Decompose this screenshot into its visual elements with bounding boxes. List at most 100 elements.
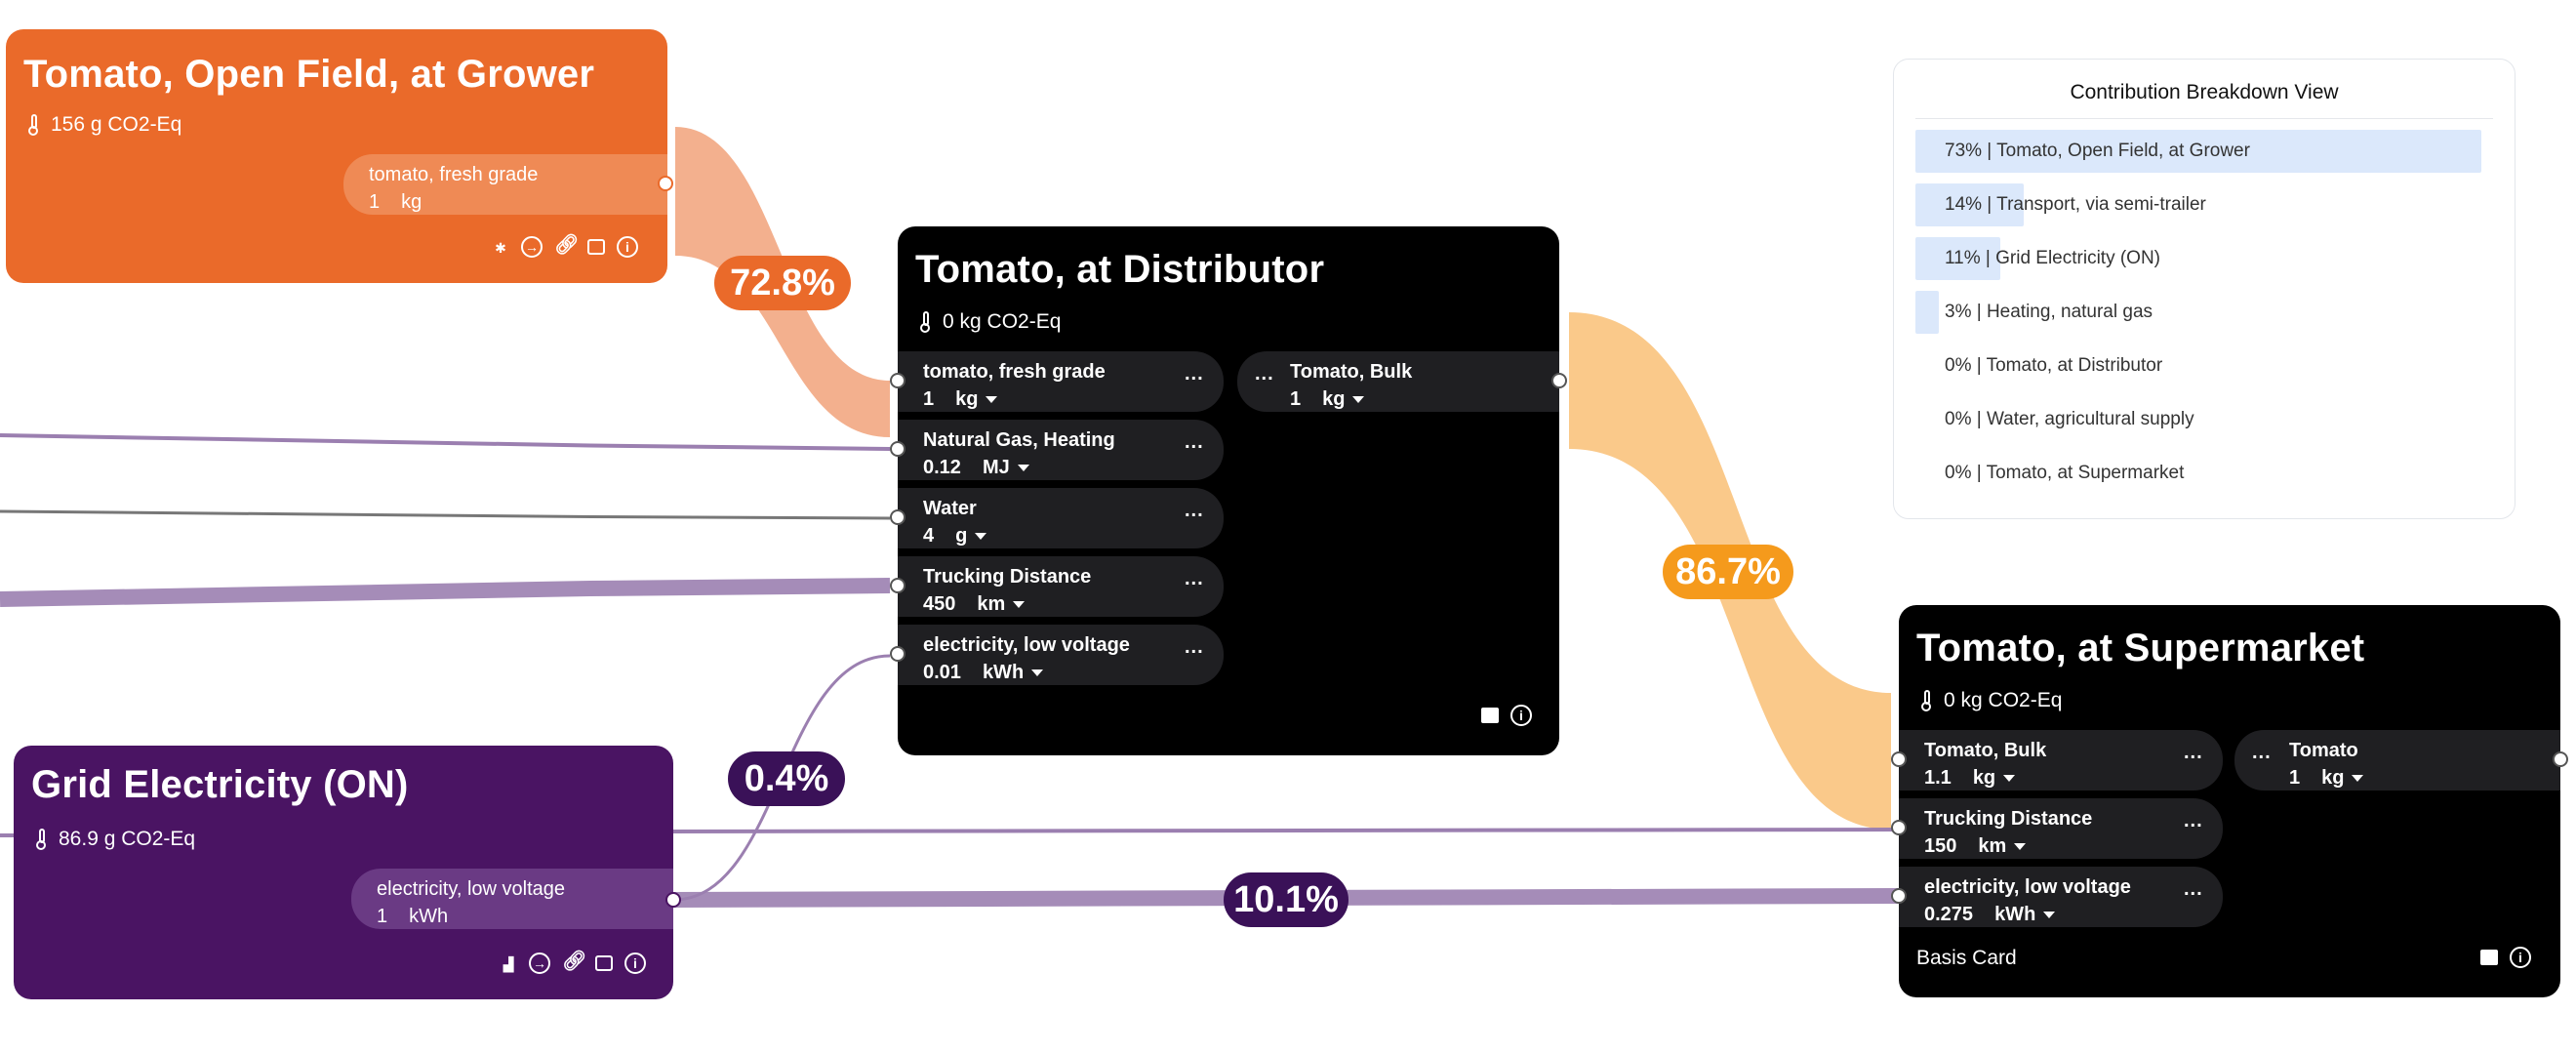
emission-value: 0 kg CO2-Eq bbox=[919, 310, 1061, 334]
breakdown-label: 0% | Tomato, at Supermarket bbox=[1945, 463, 2185, 483]
chevron-down-icon[interactable] bbox=[986, 396, 998, 404]
breakdown-row[interactable]: 0% | Water, agricultural supply bbox=[1915, 398, 2481, 441]
unit-value: kg bbox=[1972, 767, 1996, 789]
chevron-down-icon[interactable] bbox=[2003, 775, 2016, 783]
breakdown-bar bbox=[1915, 130, 2481, 173]
emission-value: 0 kg CO2-Eq bbox=[1920, 689, 2062, 712]
input-port[interactable] bbox=[890, 578, 906, 593]
bug-icon[interactable]: ✱ bbox=[495, 240, 506, 256]
input-port[interactable] bbox=[890, 509, 906, 525]
emission-text: 86.9 g CO2-Eq bbox=[59, 828, 196, 850]
breakdown-row[interactable]: 11% | Grid Electricity (ON) bbox=[1915, 237, 2481, 280]
thermometer-icon bbox=[919, 311, 935, 333]
qty-value: 1 bbox=[377, 906, 388, 927]
input-qty[interactable]: 1.1 kg bbox=[1924, 767, 2016, 790]
more-button[interactable]: ... bbox=[1185, 500, 1204, 521]
arrow-circle-icon[interactable]: → bbox=[529, 953, 550, 974]
output-pill[interactable]: ... Tomato 1 kg bbox=[2234, 730, 2560, 790]
more-button[interactable]: ... bbox=[2252, 742, 2272, 763]
output-pill[interactable]: ... Tomato, Bulk 1 kg bbox=[1237, 351, 1559, 412]
chevron-down-icon[interactable] bbox=[1017, 465, 1029, 472]
info-icon[interactable]: i bbox=[2510, 947, 2531, 968]
output-port[interactable] bbox=[2553, 751, 2568, 767]
output-qty[interactable]: 1 kg bbox=[1290, 388, 1365, 411]
more-button[interactable]: ... bbox=[2184, 742, 2203, 763]
info-icon[interactable]: i bbox=[617, 236, 638, 258]
card-supermarket[interactable]: Tomato, at Supermarket 0 kg CO2-Eq Tomat… bbox=[1899, 605, 2560, 997]
lock-icon[interactable] bbox=[595, 955, 613, 971]
more-button[interactable]: ... bbox=[1255, 363, 1274, 385]
input-qty[interactable]: 0.275 kWh bbox=[1924, 904, 2056, 926]
output-port[interactable] bbox=[665, 892, 681, 908]
breakdown-row[interactable]: 73% | Tomato, Open Field, at Grower bbox=[1915, 130, 2481, 173]
more-button[interactable]: ... bbox=[1185, 431, 1204, 453]
more-button[interactable]: ... bbox=[1185, 636, 1204, 658]
input-qty[interactable]: 450 km bbox=[923, 593, 1026, 616]
factory-icon[interactable]: ▟ bbox=[503, 956, 514, 972]
qty-value: 0.12 bbox=[923, 457, 961, 478]
link-icon[interactable]: 🔗︎ bbox=[554, 234, 580, 256]
arrow-circle-icon[interactable]: → bbox=[521, 236, 543, 258]
truck-icon[interactable] bbox=[2480, 950, 2498, 965]
unit-value: g bbox=[955, 525, 968, 547]
input-qty[interactable]: 0.12 MJ bbox=[923, 457, 1029, 479]
info-icon[interactable]: i bbox=[1510, 705, 1532, 726]
card-distributor[interactable]: Tomato, at Distributor 0 kg CO2-Eq tomat… bbox=[898, 226, 1559, 755]
chevron-down-icon[interactable] bbox=[1352, 396, 1365, 404]
input-port[interactable] bbox=[1891, 820, 1907, 835]
output-name: tomato, fresh grade bbox=[369, 164, 539, 185]
output-pill[interactable]: electricity, low voltage 1 kWh bbox=[351, 869, 673, 929]
output-pill[interactable]: tomato, fresh grade 1 kg bbox=[343, 154, 667, 215]
flow-badge-grower: 72.8% bbox=[714, 256, 851, 310]
basis-card-label: Basis Card bbox=[1916, 947, 2017, 969]
input-pill-gas[interactable]: Natural Gas, Heating 0.12 MJ ... bbox=[898, 420, 1224, 480]
input-port[interactable] bbox=[1891, 751, 1907, 767]
breakdown-label: 3% | Heating, natural gas bbox=[1945, 302, 2153, 322]
unit-value: kg bbox=[955, 388, 979, 410]
info-icon[interactable]: i bbox=[624, 953, 646, 974]
more-button[interactable]: ... bbox=[2184, 810, 2203, 831]
chevron-down-icon[interactable] bbox=[1013, 601, 1026, 609]
chevron-down-icon[interactable] bbox=[1031, 669, 1044, 677]
input-pill-electricity[interactable]: electricity, low voltage 0.01 kWh ... bbox=[898, 625, 1224, 685]
chevron-down-icon[interactable] bbox=[2014, 843, 2027, 851]
breakdown-row[interactable]: 0% | Tomato, at Distributor bbox=[1915, 345, 2481, 387]
input-qty[interactable]: 0.01 kWh bbox=[923, 662, 1044, 684]
truck-icon[interactable] bbox=[1481, 708, 1499, 723]
chevron-down-icon[interactable] bbox=[975, 533, 987, 541]
breakdown-row[interactable]: 14% | Transport, via semi-trailer bbox=[1915, 183, 2481, 226]
link-icon[interactable]: 🔗︎ bbox=[562, 951, 587, 972]
more-button[interactable]: ... bbox=[1185, 568, 1204, 589]
card-title: Grid Electricity (ON) bbox=[31, 763, 409, 806]
more-button[interactable]: ... bbox=[2184, 878, 2203, 900]
emission-text: 156 g CO2-Eq bbox=[51, 113, 182, 136]
breakdown-row[interactable]: 3% | Heating, natural gas bbox=[1915, 291, 2481, 334]
output-port[interactable] bbox=[658, 176, 673, 191]
input-pill-tomato[interactable]: tomato, fresh grade 1 kg ... bbox=[898, 351, 1224, 412]
card-grower[interactable]: Tomato, Open Field, at Grower 156 g CO2-… bbox=[6, 29, 673, 283]
more-button[interactable]: ... bbox=[1185, 363, 1204, 385]
input-pill-trucking[interactable]: Trucking Distance 450 km ... bbox=[898, 556, 1224, 617]
input-pill-electricity[interactable]: electricity, low voltage 0.275 kWh ... bbox=[1899, 867, 2223, 927]
unit-value: MJ bbox=[982, 457, 1010, 478]
card-toolbar: ✱ → 🔗︎ i bbox=[492, 234, 638, 258]
card-grid-electricity[interactable]: Grid Electricity (ON) 86.9 g CO2-Eq elec… bbox=[14, 746, 673, 999]
input-port[interactable] bbox=[1891, 888, 1907, 904]
output-name: Tomato bbox=[2289, 740, 2358, 761]
input-qty[interactable]: 150 km bbox=[1924, 835, 2027, 858]
input-port[interactable] bbox=[890, 373, 906, 388]
input-pill-tomato-bulk[interactable]: Tomato, Bulk 1.1 kg ... bbox=[1899, 730, 2223, 790]
breakdown-label: 0% | Water, agricultural supply bbox=[1945, 409, 2194, 429]
chevron-down-icon[interactable] bbox=[2043, 912, 2056, 919]
breakdown-row[interactable]: 0% | Tomato, at Supermarket bbox=[1915, 452, 2481, 495]
input-port[interactable] bbox=[890, 646, 906, 662]
input-port[interactable] bbox=[890, 441, 906, 457]
chevron-down-icon[interactable] bbox=[2352, 775, 2364, 783]
output-port[interactable] bbox=[1551, 373, 1567, 388]
input-pill-trucking[interactable]: Trucking Distance 150 km ... bbox=[1899, 798, 2223, 859]
output-qty[interactable]: 1 kg bbox=[2289, 767, 2364, 790]
input-qty[interactable]: 1 kg bbox=[923, 388, 998, 411]
lock-icon[interactable] bbox=[587, 239, 605, 255]
